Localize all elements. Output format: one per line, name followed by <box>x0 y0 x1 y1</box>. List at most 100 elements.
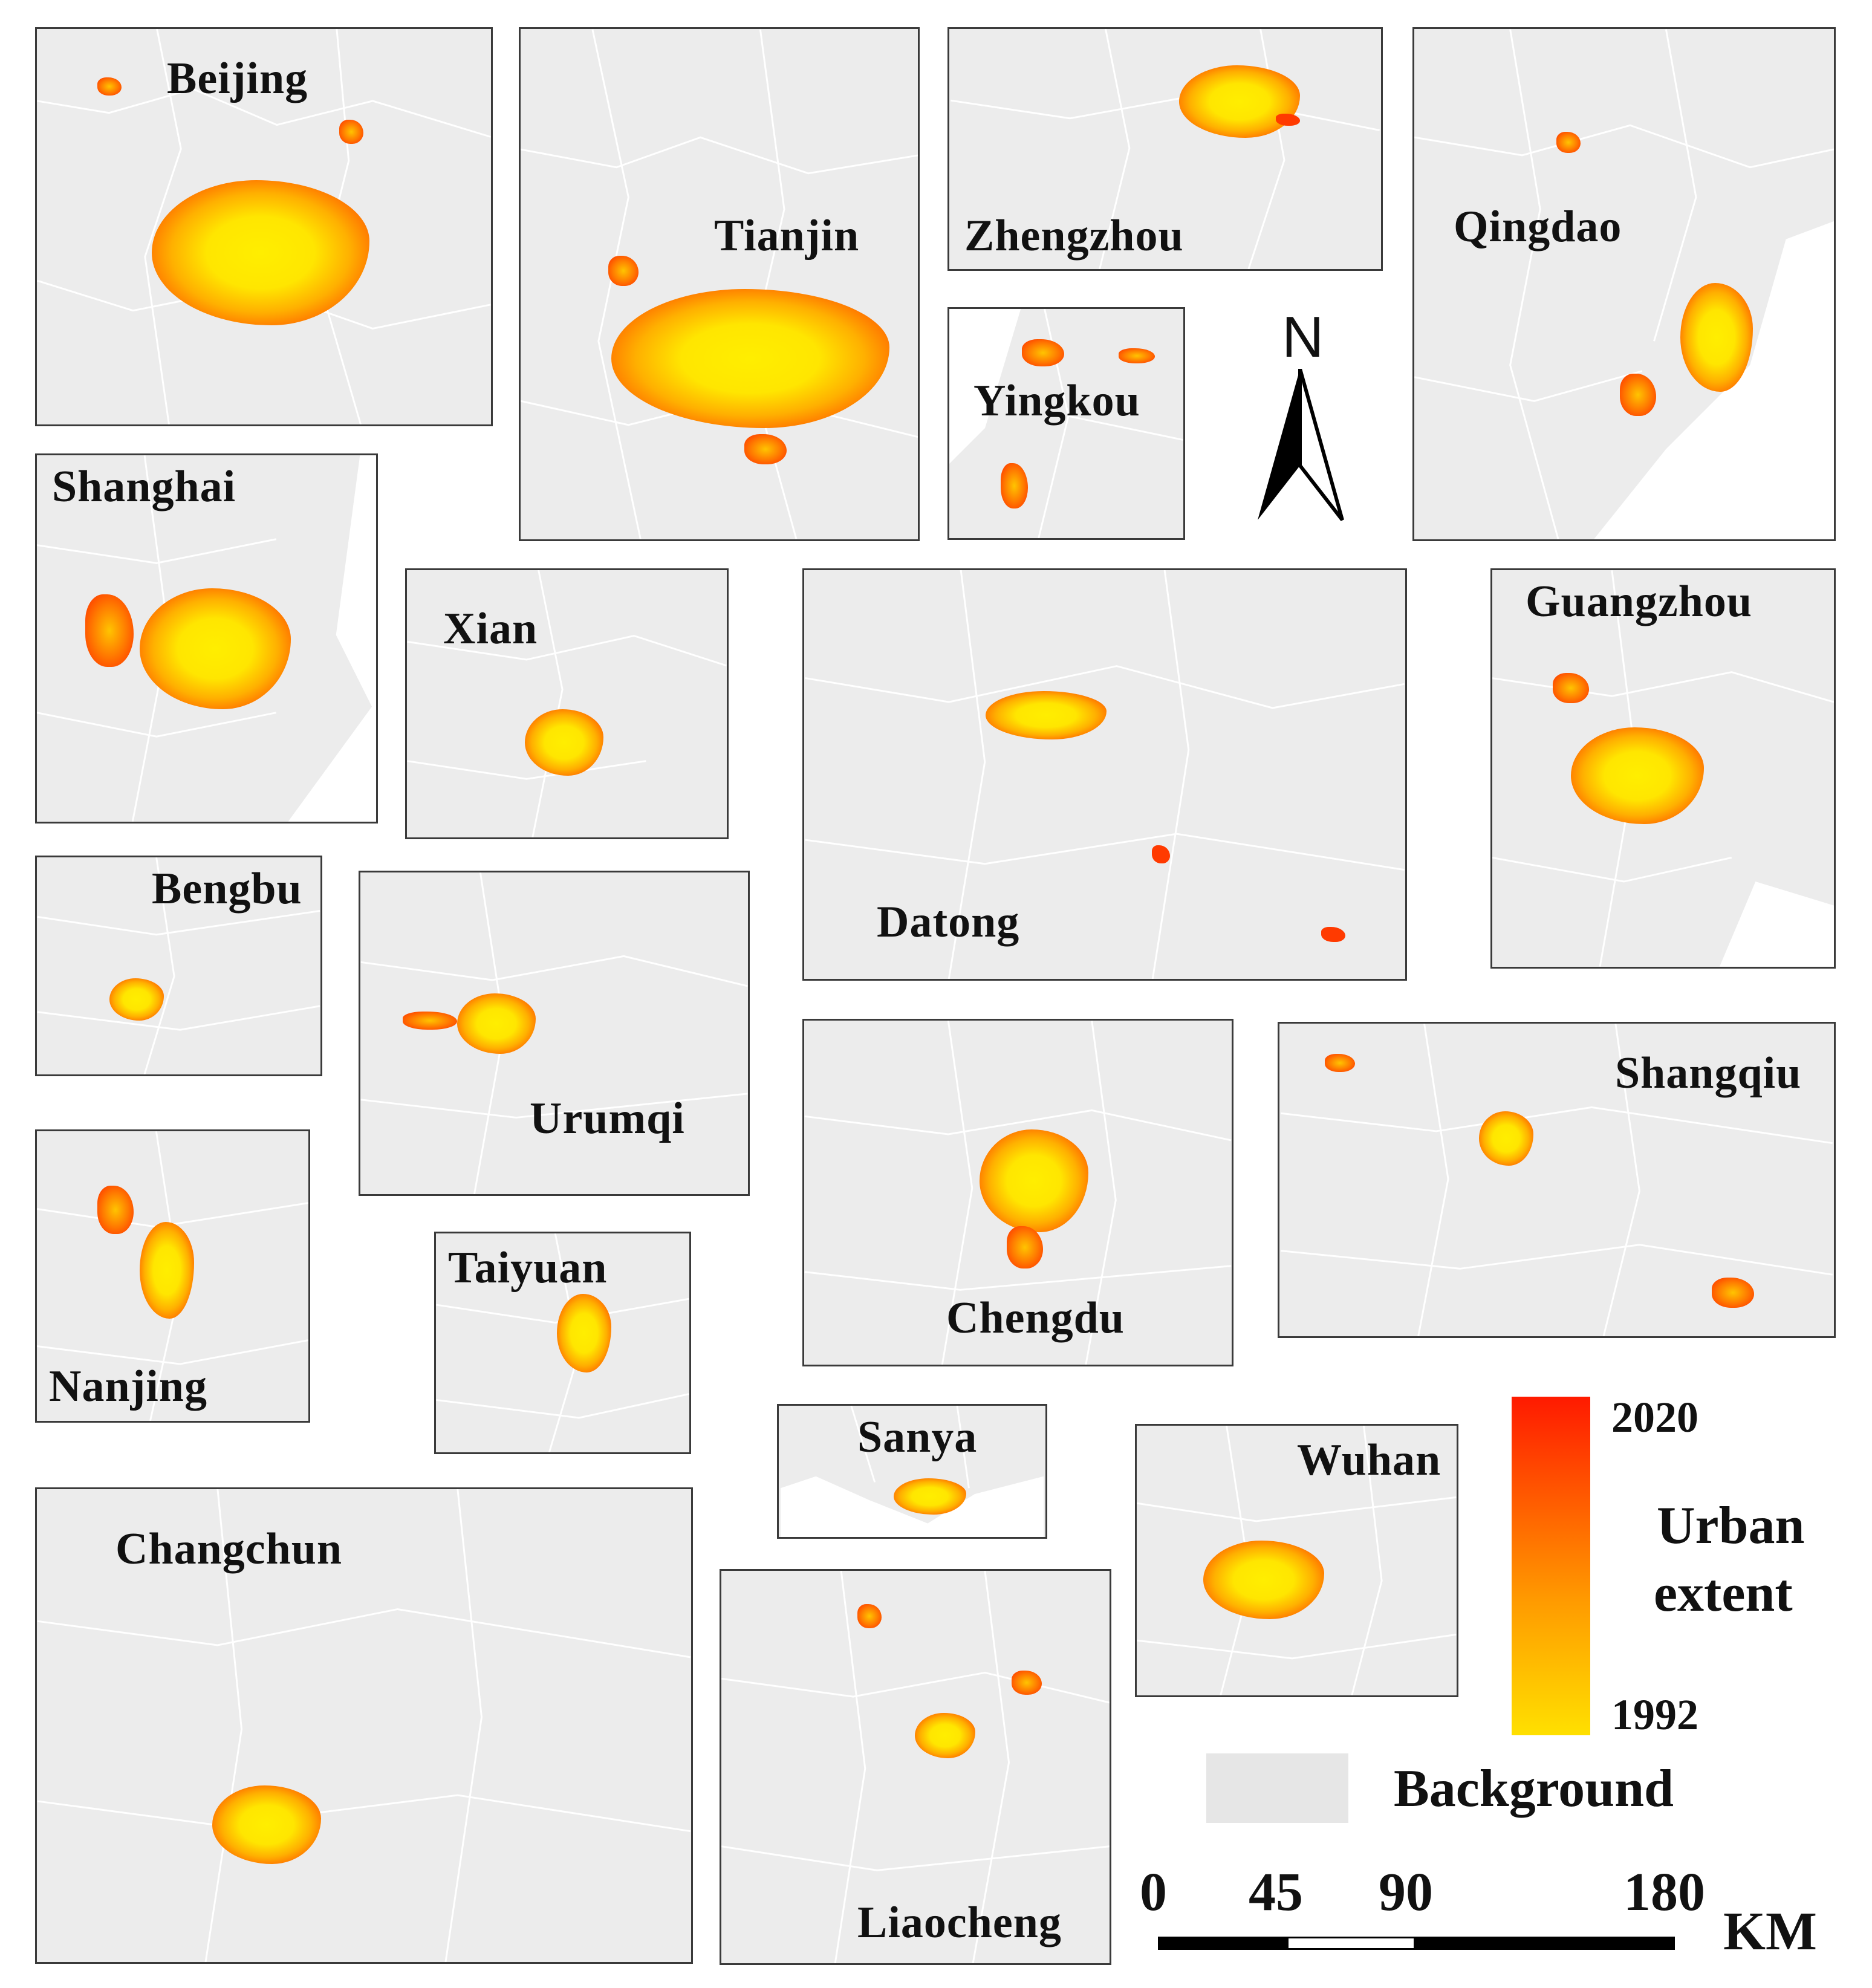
urban-extent-sanya <box>894 1478 966 1515</box>
map-panel-shanghai: Shanghai <box>35 453 378 823</box>
legend-year-top: 2020 <box>1611 1393 1698 1441</box>
urban-patch <box>1022 339 1064 366</box>
map-panel-guangzhou: Guangzhou <box>1490 568 1836 969</box>
scale-tick-0: 0 <box>1140 1862 1167 1922</box>
map-panel-qingdao: Qingdao <box>1412 27 1836 541</box>
map-panel-zhengzhou: Zhengzhou <box>947 27 1383 271</box>
admin-boundaries <box>1414 29 1834 539</box>
legend-year-bottom: 1992 <box>1611 1691 1698 1739</box>
urban-extent-bengbu <box>109 978 164 1021</box>
map-panel-changchun: Changchun <box>35 1487 693 1964</box>
city-label-tianjin: Tianjin <box>714 211 860 261</box>
urban-extent-shangqiu <box>1479 1111 1533 1166</box>
map-panel-datong: Datong <box>802 568 1407 981</box>
admin-boundaries <box>521 29 918 539</box>
scale-bar-segment <box>1287 1937 1415 1950</box>
background-swatch <box>1206 1753 1348 1823</box>
urban-patch <box>1012 1671 1042 1695</box>
map-panel-taiyuan: Taiyuan <box>434 1232 691 1454</box>
scale-unit: KM <box>1723 1902 1817 1961</box>
urban-patch <box>1007 1226 1043 1268</box>
city-label-qingdao: Qingdao <box>1454 202 1622 252</box>
urban-patch <box>1276 114 1300 126</box>
urban-extent-nanjing <box>140 1222 194 1319</box>
city-label-liaocheng: Liaocheng <box>857 1898 1062 1947</box>
scale-tick-45: 45 <box>1249 1862 1303 1922</box>
urban-extent-beijing <box>152 180 369 325</box>
city-label-wuhan: Wuhan <box>1297 1435 1441 1485</box>
urban-patch <box>1712 1278 1754 1308</box>
north-arrow-icon <box>1258 369 1344 521</box>
urban-patch <box>744 434 787 464</box>
urban-extent-changchun <box>212 1785 321 1864</box>
urban-extent-taiyuan <box>557 1294 611 1372</box>
map-panel-chengdu: Chengdu <box>802 1019 1233 1366</box>
urban-patch <box>857 1604 882 1628</box>
city-label-bengbu: Bengbu <box>152 864 302 914</box>
city-label-beijing: Beijing <box>167 54 308 103</box>
city-label-nanjing: Nanjing <box>49 1362 207 1411</box>
admin-boundaries <box>37 29 491 424</box>
urban-extent-urumqi <box>457 993 536 1054</box>
urban-patch <box>339 120 363 144</box>
urban-extent-liaocheng <box>915 1713 975 1758</box>
map-panel-shangqiu: Shangqiu <box>1278 1022 1836 1338</box>
urban-patch <box>1321 927 1345 942</box>
scale-bar-segment <box>1415 1937 1675 1950</box>
scale-bar <box>1158 1937 1675 1950</box>
north-arrow: N <box>1252 308 1348 526</box>
admin-boundaries <box>407 570 727 837</box>
legend-background-label: Background <box>1394 1759 1674 1818</box>
city-label-urumqi: Urumqi <box>530 1094 685 1143</box>
urban-patch <box>1152 845 1170 863</box>
admin-boundaries <box>721 1571 1110 1963</box>
urban-extent-qingdao <box>1680 283 1753 392</box>
admin-boundaries <box>781 1406 1044 1537</box>
urban-patch <box>97 1186 134 1234</box>
city-label-guangzhou: Guangzhou <box>1526 577 1753 626</box>
map-panel-urumqi: Urumqi <box>359 871 750 1196</box>
city-label-xian: Xian <box>443 604 538 654</box>
map-panel-bengbu: Bengbu <box>35 856 322 1076</box>
urban-patch <box>1325 1054 1355 1072</box>
scale-tick-90: 90 <box>1379 1862 1433 1922</box>
urban-extent-color-ramp <box>1512 1397 1590 1735</box>
urban-patch <box>608 256 639 286</box>
admin-boundaries <box>37 1489 691 1962</box>
legend-title-line1: Urban <box>1657 1496 1805 1555</box>
urban-extent-tianjin <box>611 289 889 428</box>
urban-patch <box>85 594 134 667</box>
city-label-zhengzhou: Zhengzhou <box>964 211 1184 261</box>
city-label-datong: Datong <box>877 897 1020 947</box>
city-label-shangqiu: Shangqiu <box>1615 1048 1802 1098</box>
map-panel-liaocheng: Liaocheng <box>720 1569 1111 1965</box>
north-arrow-label: N <box>1282 305 1324 369</box>
urban-patch <box>1556 132 1581 153</box>
city-label-chengdu: Chengdu <box>946 1293 1125 1343</box>
urban-extent-chengdu <box>980 1129 1088 1232</box>
urban-extent-xian <box>525 709 603 776</box>
urban-patch <box>1553 673 1589 703</box>
city-label-sanya: Sanya <box>857 1412 978 1462</box>
city-label-shanghai: Shanghai <box>52 462 236 512</box>
admin-boundaries <box>804 1021 1232 1365</box>
map-panel-wuhan: Wuhan <box>1135 1424 1458 1697</box>
admin-boundaries <box>805 570 1405 979</box>
urban-patch <box>1119 348 1155 363</box>
map-panel-tianjin: Tianjin <box>519 27 920 541</box>
map-panel-xian: Xian <box>405 568 729 839</box>
urban-patch <box>97 77 122 96</box>
urban-extent-zhengzhou <box>1179 65 1300 138</box>
city-label-yingkou: Yingkou <box>973 376 1140 426</box>
scale-bar-segment <box>1158 1937 1287 1950</box>
map-panel-sanya: Sanya <box>777 1404 1047 1539</box>
city-label-taiyuan: Taiyuan <box>448 1243 608 1293</box>
map-panel-beijing: Beijing <box>35 27 493 426</box>
city-label-changchun: Changchun <box>115 1524 343 1574</box>
urban-extent-wuhan <box>1203 1541 1324 1619</box>
urban-patch <box>403 1012 457 1030</box>
legend-title-line2: extent <box>1654 1564 1793 1623</box>
urban-patch <box>1001 463 1028 508</box>
admin-boundaries <box>37 857 320 1074</box>
admin-boundaries <box>360 872 748 1194</box>
